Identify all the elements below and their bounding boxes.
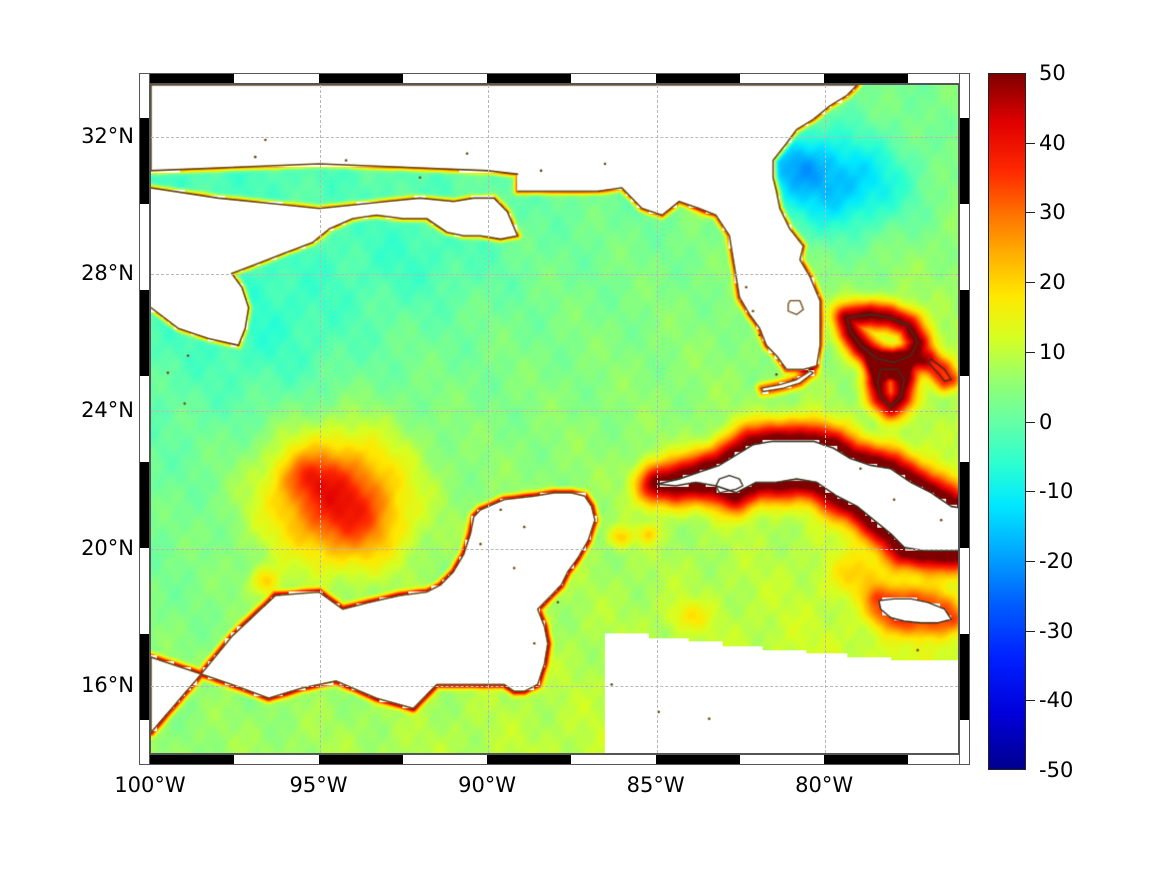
longitude-tick-label: 85°W (626, 773, 685, 797)
map-border-segment (150, 74, 235, 83)
colorbar-tick-mark (1026, 700, 1035, 702)
map-border-segment (824, 755, 909, 764)
colorbar-tick-mark (1026, 630, 1035, 632)
colorbar-tick-label: 10 (1039, 339, 1066, 364)
map-border-segment (960, 461, 969, 548)
colorbar-tick-mark (1026, 560, 1035, 562)
map-border-segment (318, 74, 403, 83)
latitude-tick-label: 24°N (81, 398, 134, 423)
map-border-band (959, 73, 970, 765)
latitude-tick-label: 28°N (81, 260, 134, 285)
map-border-segment (655, 74, 740, 83)
map-border-band (139, 73, 150, 765)
colorbar-tick-mark (1026, 421, 1035, 423)
map-border-segment (150, 755, 235, 764)
colorbar-tick-label: 0 (1039, 409, 1053, 434)
map-border-segment (655, 755, 740, 764)
latitude-tick-label: 16°N (81, 673, 134, 698)
map-border-segment (487, 755, 572, 764)
latitude-tick-label: 20°N (81, 535, 134, 560)
map-border-segment (487, 74, 572, 83)
map-border-segment (140, 118, 149, 205)
colorbar-tick-mark (1026, 491, 1035, 493)
colorbar-tick-label: -20 (1039, 548, 1074, 573)
map-border-segment (140, 290, 149, 377)
longitude-tick-label: 90°W (458, 773, 517, 797)
colorbar-tick-label: -50 (1039, 758, 1074, 782)
colorbar-tick-label: 50 (1039, 61, 1066, 85)
latitude-tick-label: 32°N (81, 123, 134, 148)
colorbar-tick-mark (1026, 212, 1035, 214)
colorbar-tick-mark (1026, 351, 1035, 353)
colorbar-tick-label: 40 (1039, 130, 1066, 155)
map-border-segment (824, 74, 909, 83)
colorbar-tick-label: -10 (1039, 479, 1074, 504)
map-axes: 100°W 95°W 90°W 85°W 80°W 16°N 20°N 24°N 28°N 32… (81, 73, 970, 797)
map-border-segment (960, 633, 969, 720)
map-border-segment (318, 755, 403, 764)
map-border-segment (960, 290, 969, 377)
map-border-segment (140, 461, 149, 548)
map-plot-area (150, 84, 959, 754)
colorbar-tick-label: 20 (1039, 270, 1066, 295)
longitude-tick-label: 100°W (114, 773, 186, 797)
colorbar-tick-mark (1026, 282, 1035, 284)
map-border-segment (960, 118, 969, 205)
map-border-segment (140, 633, 149, 720)
colorbar-tick-label: -30 (1039, 618, 1074, 643)
colorbar-axes: 50 40 30 20 10 0 -10 -20 -30 -40 -50 (988, 61, 1073, 782)
colorbar-gradient (988, 73, 1026, 770)
colorbar-tick-label: -40 (1039, 688, 1074, 713)
colorbar-tick-label: 30 (1039, 200, 1066, 225)
longitude-tick-label: 95°W (289, 773, 348, 797)
longitude-tick-label: 80°W (795, 773, 854, 797)
coastline-overlay (151, 85, 958, 753)
colorbar-tick-mark (1026, 142, 1035, 144)
